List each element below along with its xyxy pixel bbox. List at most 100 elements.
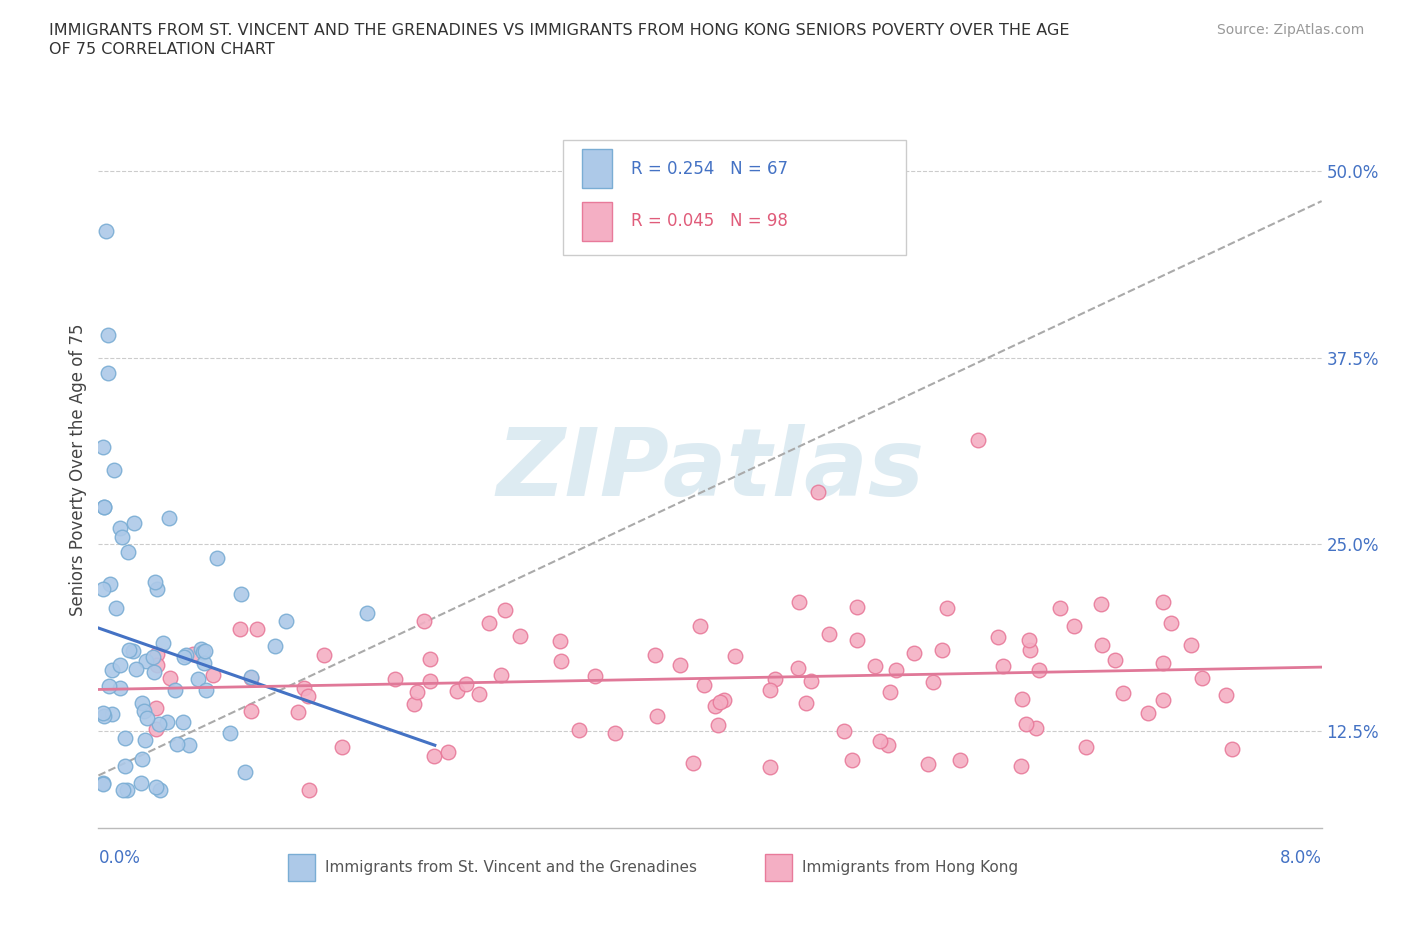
Y-axis label: Seniors Poverty Over the Age of 75: Seniors Poverty Over the Age of 75 [69, 324, 87, 616]
Point [91, 440, 114, 455]
Point [173, 650, 195, 665]
Point [240, 670, 263, 684]
Point [98, 577, 121, 591]
Point [1215, 688, 1237, 703]
Point [832, 724, 855, 738]
Point [921, 674, 943, 689]
Text: Immigrants from Hong Kong: Immigrants from Hong Kong [801, 860, 1018, 875]
Point [157, 511, 180, 525]
Point [145, 721, 167, 736]
Point [845, 632, 868, 647]
Point [1010, 759, 1032, 774]
Point [879, 685, 901, 700]
Point [423, 749, 446, 764]
Point [187, 671, 209, 686]
Point [194, 644, 217, 658]
Point [794, 695, 817, 710]
Point [148, 716, 170, 731]
Point [122, 516, 145, 531]
Point [93, 709, 115, 724]
Point [142, 650, 165, 665]
Point [287, 704, 309, 719]
Point [274, 614, 297, 629]
Point [1220, 741, 1243, 756]
Point [993, 659, 1015, 674]
Point [145, 779, 167, 794]
Point [709, 695, 731, 710]
Point [136, 711, 159, 725]
Point [149, 783, 172, 798]
Point [1180, 638, 1202, 653]
Point [763, 671, 786, 686]
Text: 0.0%: 0.0% [98, 849, 141, 867]
Point [1091, 637, 1114, 652]
Point [129, 776, 152, 790]
Point [233, 764, 256, 779]
Point [693, 678, 716, 693]
Point [787, 661, 810, 676]
Point [468, 686, 491, 701]
Text: OF 75 CORRELATION CHART: OF 75 CORRELATION CHART [49, 42, 276, 57]
Point [91, 581, 114, 596]
Point [174, 647, 197, 662]
Point [156, 714, 179, 729]
Point [1104, 653, 1126, 668]
FancyBboxPatch shape [564, 140, 905, 255]
Point [491, 668, 513, 683]
Point [703, 698, 725, 713]
Point [413, 613, 436, 628]
Point [98, 679, 121, 694]
Point [1011, 692, 1033, 707]
Point [193, 656, 215, 671]
Point [645, 709, 668, 724]
Point [759, 683, 782, 698]
Point [402, 697, 425, 711]
Point [1015, 716, 1038, 731]
Point [682, 756, 704, 771]
Point [132, 703, 155, 718]
Text: R = 0.254   N = 67: R = 0.254 N = 67 [630, 160, 787, 178]
Point [1152, 656, 1174, 671]
Point [884, 663, 907, 678]
Text: Source: ZipAtlas.com: Source: ZipAtlas.com [1216, 23, 1364, 37]
Point [108, 658, 131, 672]
Point [152, 635, 174, 650]
Text: ZIPatlas: ZIPatlas [496, 424, 924, 515]
Point [936, 601, 959, 616]
Point [118, 643, 141, 658]
Point [869, 733, 891, 748]
Point [917, 757, 939, 772]
Point [1019, 643, 1042, 658]
Point [494, 603, 516, 618]
Point [264, 638, 287, 653]
Point [177, 737, 200, 752]
Point [419, 674, 441, 689]
Point [135, 654, 157, 669]
FancyBboxPatch shape [765, 854, 792, 882]
Point [229, 587, 252, 602]
Text: Immigrants from St. Vincent and the Grenadines: Immigrants from St. Vincent and the Gren… [325, 860, 697, 875]
Point [115, 783, 138, 798]
Point [146, 581, 169, 596]
Point [1074, 739, 1097, 754]
Point [548, 633, 571, 648]
Point [125, 662, 148, 677]
Point [97, 328, 120, 343]
Point [103, 462, 125, 477]
Point [91, 776, 114, 790]
Point [190, 642, 212, 657]
Point [146, 646, 169, 661]
Point [143, 574, 166, 589]
Point [550, 654, 572, 669]
Point [101, 707, 124, 722]
Point [454, 676, 477, 691]
Point [314, 648, 336, 663]
Point [713, 693, 735, 708]
Point [240, 671, 263, 685]
Point [356, 605, 378, 620]
Point [166, 737, 188, 751]
Point [246, 622, 269, 637]
Point [111, 529, 134, 544]
Point [967, 432, 990, 447]
Point [406, 684, 429, 699]
